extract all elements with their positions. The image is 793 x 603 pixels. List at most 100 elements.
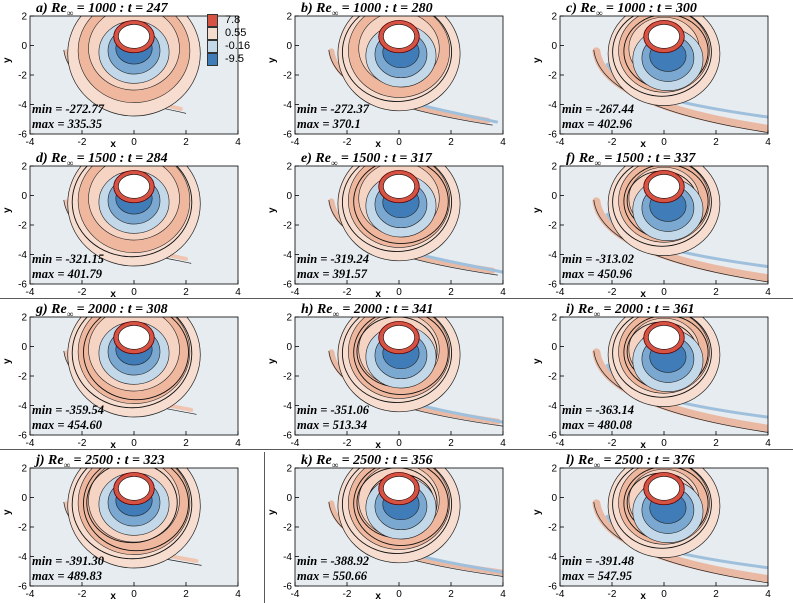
y-axis-label: y [532, 358, 543, 364]
panel-title-label: e) Re [301, 151, 331, 166]
y-tick-label: 2 [286, 313, 292, 324]
y-tick-label: -6 [283, 280, 292, 291]
min-value: min = -267.44 [562, 102, 635, 116]
panel-f: -4 -2 0 2 4 2 0 -2 -4 -6 x y f) Re∞ = 1500 : t = 337… [530, 150, 792, 300]
cylinder [648, 174, 680, 199]
y-tick-label: -6 [18, 582, 27, 593]
y-tick-label: 0 [286, 41, 292, 52]
y-tick-label: 2 [21, 12, 27, 23]
y-tick-label: -6 [18, 431, 27, 442]
filament-contour [71, 166, 193, 258]
min-value: min = -321.15 [32, 252, 105, 266]
max-value: max = 547.95 [562, 569, 632, 583]
panel-a: -4 -2 0 2 4 2 0 -2 -4 -6 x y a) Re∞ = 1000 : t = 247… [0, 0, 262, 150]
panel-title: h) Re∞ = 2000 : t = 341 [301, 302, 433, 319]
panel-title: i) Re∞ = 2000 : t = 361 [566, 302, 695, 319]
panel-title-subscript: ∞ [332, 308, 339, 319]
panel-title-label: j) Re [36, 453, 64, 468]
x-tick-label: -2 [608, 137, 617, 148]
x-tick-label: 0 [661, 589, 667, 600]
min-value: min = -363.14 [562, 403, 635, 417]
filament-contour [341, 166, 453, 252]
max-value: max = 402.96 [562, 117, 632, 131]
x-tick-label: 0 [661, 137, 667, 148]
y-tick-label: 2 [286, 162, 292, 173]
panel-title-label: a) Re [36, 1, 67, 16]
panel-plot: -4 -2 0 2 420-2-4-6xy [2, 464, 241, 603]
x-tick-label: -4 [291, 438, 300, 449]
min-value: min = -391.48 [562, 554, 635, 568]
x-tick-label: 0 [396, 287, 402, 298]
max-value: max = 550.66 [297, 569, 367, 583]
max-value: max = 480.08 [562, 418, 632, 432]
x-tick-label: 4 [765, 589, 771, 600]
cylinder [383, 24, 415, 49]
x-axis-label: x [640, 289, 646, 300]
max-value: max = 401.79 [32, 267, 102, 281]
x-axis-label: x [110, 591, 116, 602]
panel-b: -4 -2 0 2 4 2 0 -2 -4 -6 x y b) Re∞ = 1000 : t = 280… [265, 0, 527, 150]
x-tick-label: -4 [556, 287, 565, 298]
y-tick-label: -2 [283, 372, 292, 383]
x-tick-label: 4 [500, 438, 506, 449]
panel-g: -4 -2 0 2 4 2 0 -2 -4 -6 x y g) Re∞ = 2000 : t = 308… [0, 301, 262, 451]
max-value: max = 450.96 [562, 267, 632, 281]
panel-title-rest: = 2000 : t = 361 [600, 302, 695, 317]
y-tick-label: -2 [548, 221, 557, 232]
y-tick-label: -6 [548, 582, 557, 593]
panel-plot: -4 -2 0 2 420-2-4-6xy [2, 162, 241, 301]
x-tick-label: 4 [235, 137, 241, 148]
x-tick-label: -2 [343, 287, 352, 298]
panel-title-rest: = 2500 : t = 376 [600, 453, 695, 468]
panel-c: -4 -2 0 2 4 2 0 -2 -4 -6 x y c) Re∞ = 1000 : t = 300… [530, 0, 792, 150]
y-axis-label: y [267, 509, 278, 515]
max-value: max = 489.83 [32, 569, 102, 583]
y-tick-label: -2 [283, 71, 292, 82]
x-tick-label: 2 [713, 137, 719, 148]
y-axis-label: y [2, 358, 13, 364]
filament-contour [83, 468, 189, 552]
panel-title-subscript: ∞ [66, 308, 74, 319]
y-axis-label: y [2, 57, 13, 63]
panel-title-label: b) Re [301, 1, 332, 16]
x-tick-label: 2 [713, 589, 719, 600]
x-axis-label: x [640, 139, 646, 150]
x-tick-label: -4 [291, 137, 300, 148]
y-axis-label: y [267, 57, 278, 63]
x-tick-label: 0 [131, 137, 137, 148]
x-tick-label: 2 [713, 438, 719, 449]
panel-title-subscript: ∞ [331, 7, 339, 18]
min-value: min = -313.02 [562, 252, 635, 266]
y-tick-label: -4 [18, 100, 27, 111]
filament-contour [612, 16, 712, 97]
cylinder [118, 24, 150, 49]
y-tick-label: 2 [551, 313, 557, 324]
panel-title-subscript: ∞ [63, 459, 71, 470]
x-tick-label: -4 [291, 287, 300, 298]
y-tick-label: -4 [283, 250, 292, 261]
panel-title-subscript: ∞ [593, 459, 601, 470]
filament-contour [341, 468, 453, 554]
min-value: min = -391.30 [32, 554, 105, 568]
panel-plot: -4 -2 0 2 420-2-4-6xy [267, 464, 506, 603]
panel-title-rest: = 1500 : t = 284 [73, 151, 168, 166]
panel-title-rest: = 1000 : t = 280 [338, 1, 433, 16]
y-tick-label: -2 [18, 523, 27, 534]
x-tick-label: -2 [343, 137, 352, 148]
y-tick-label: -6 [283, 130, 292, 141]
panel-title-label: g) Re [36, 302, 67, 317]
cylinder [118, 174, 150, 199]
panel-title-subscript: ∞ [595, 7, 603, 18]
legend-level-4: -9.5 [225, 53, 244, 65]
panel-title: f) Re∞ = 1500 : t = 337 [566, 151, 695, 168]
x-tick-label: 0 [661, 287, 667, 298]
y-tick-label: -6 [18, 280, 27, 291]
filament-contour [353, 468, 449, 546]
y-tick-label: -2 [548, 372, 557, 383]
y-tick-label: -4 [283, 401, 292, 412]
y-tick-label: -2 [283, 523, 292, 534]
y-tick-label: -4 [283, 100, 292, 111]
y-tick-label: -4 [548, 552, 557, 563]
max-value: max = 335.35 [32, 117, 102, 131]
panel-plot: -4 -2 0 2 420-2-4-6xy [267, 162, 506, 301]
